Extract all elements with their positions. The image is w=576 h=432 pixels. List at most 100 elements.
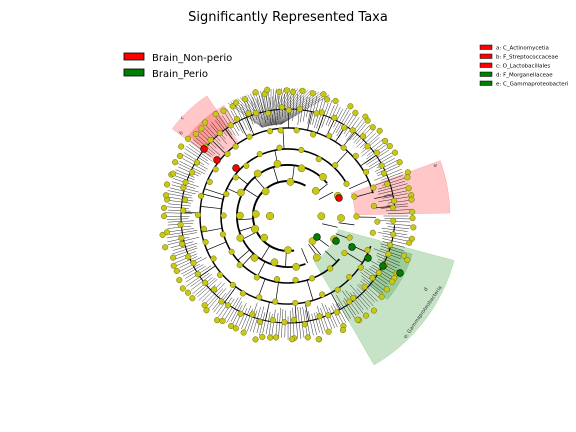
spoke-54 bbox=[360, 154, 377, 167]
node-neutral bbox=[163, 181, 171, 188]
node-neutral bbox=[378, 162, 385, 169]
node-neutral bbox=[250, 254, 259, 262]
node-neutral bbox=[267, 334, 274, 341]
node-neutral bbox=[202, 279, 209, 286]
node-neutral bbox=[326, 132, 333, 139]
node-neutral bbox=[229, 281, 236, 288]
node-neutral bbox=[409, 208, 416, 215]
node-neutral bbox=[378, 293, 385, 300]
node-neutral bbox=[334, 286, 341, 293]
spoke-37 bbox=[211, 140, 226, 155]
node-neutral bbox=[180, 207, 187, 214]
node-neutral bbox=[249, 311, 256, 318]
node-neutral bbox=[184, 135, 192, 142]
taxa-key: a: C_Actinomycetia b: F_Streptococcaceae… bbox=[479, 44, 569, 88]
spoke-42 bbox=[273, 167, 279, 183]
spoke-20 bbox=[261, 245, 270, 260]
node-neutral bbox=[396, 159, 403, 166]
node-perio-2 bbox=[348, 243, 356, 251]
leaf-branch-143 bbox=[186, 146, 209, 162]
fan-branch-30 bbox=[276, 89, 306, 125]
spoke-38 bbox=[254, 177, 266, 190]
leaf-branch-112 bbox=[167, 237, 190, 243]
node-neutral bbox=[364, 117, 371, 124]
node-neutral bbox=[220, 212, 227, 219]
node-neutral bbox=[340, 144, 347, 151]
leaf-branch-58 bbox=[292, 307, 295, 339]
legend-label-non-perio: Brain_Non-perio bbox=[152, 53, 232, 64]
node-neutral bbox=[405, 185, 412, 192]
node-neutral bbox=[233, 99, 240, 106]
clade-label-3: d bbox=[423, 287, 430, 293]
node-neutral bbox=[160, 213, 168, 220]
node-neutral bbox=[299, 87, 306, 94]
leaf-branch-111 bbox=[167, 237, 200, 245]
node-neutral bbox=[317, 212, 326, 221]
node-neutral bbox=[286, 178, 295, 186]
leaf-branch-10 bbox=[382, 241, 405, 248]
leaf-branch-232 bbox=[384, 190, 408, 196]
node-neutral bbox=[245, 110, 252, 117]
node-neutral bbox=[290, 88, 297, 96]
leaf-branch-144 bbox=[188, 144, 213, 162]
node-neutral bbox=[232, 174, 239, 181]
fan-branch-22 bbox=[272, 87, 285, 126]
leaf-branch-83 bbox=[218, 297, 233, 318]
leaf-branch-149 bbox=[197, 130, 217, 149]
leaf-branch-38 bbox=[342, 300, 355, 319]
leaf-branch-31 bbox=[356, 288, 374, 307]
node-neutral bbox=[327, 265, 334, 272]
node-neutral bbox=[332, 97, 339, 104]
key-swatch-d bbox=[479, 71, 493, 77]
node-neutral bbox=[341, 124, 348, 131]
leaf-branch-121 bbox=[164, 212, 193, 214]
leaf-branch-127 bbox=[167, 193, 193, 199]
leaf-branch-187 bbox=[306, 97, 311, 118]
node-neutral bbox=[252, 109, 260, 117]
node-neutral bbox=[408, 196, 415, 203]
node-neutral bbox=[383, 286, 390, 293]
node-perio-0 bbox=[313, 233, 321, 241]
fan-branch-10 bbox=[252, 92, 268, 127]
leaf-branch-138 bbox=[179, 160, 205, 175]
leaf-branch-55 bbox=[299, 307, 305, 338]
node-neutral bbox=[308, 275, 315, 282]
node-neutral bbox=[207, 136, 214, 144]
node-neutral bbox=[224, 302, 232, 309]
leaf-branch-79 bbox=[230, 301, 243, 322]
leaf-branch-40 bbox=[338, 302, 349, 321]
leaf-branch-107 bbox=[174, 247, 198, 257]
node-neutral bbox=[291, 316, 298, 323]
leaf-branch-198 bbox=[333, 108, 344, 128]
node-neutral bbox=[363, 168, 370, 176]
node-neutral bbox=[288, 336, 296, 343]
leaf-branch-238 bbox=[385, 209, 412, 212]
node-neutral bbox=[182, 196, 189, 204]
key-label-c: c: O_Lactobacillales bbox=[496, 64, 550, 70]
node-neutral bbox=[227, 122, 234, 129]
node-neutral bbox=[246, 133, 253, 140]
leaf-branch-199 bbox=[332, 107, 348, 135]
chart-title: Significantly Represented Taxa bbox=[188, 10, 388, 25]
key-swatch-e bbox=[479, 80, 493, 86]
spoke-31 bbox=[200, 206, 222, 210]
leaf-branch-9 bbox=[382, 238, 407, 245]
spoke-1 bbox=[338, 222, 355, 226]
node-neutral bbox=[170, 254, 177, 261]
node-neutral bbox=[272, 334, 280, 341]
leaf-branch-87 bbox=[207, 288, 227, 311]
node-neutral bbox=[194, 271, 201, 278]
fan-branch-5 bbox=[239, 97, 266, 128]
node-neutral bbox=[236, 261, 243, 269]
key-label-e: e: C_Gammaproteobacteri bbox=[496, 82, 569, 88]
node-neutral bbox=[192, 130, 199, 138]
leaf-branch-118 bbox=[168, 220, 195, 223]
leaf-branch-163 bbox=[235, 104, 248, 131]
leaf-branch-124 bbox=[168, 203, 191, 207]
node-neutral bbox=[293, 127, 300, 134]
spoke-47 bbox=[307, 111, 313, 131]
node-neutral bbox=[237, 188, 245, 197]
node-neutral bbox=[353, 213, 360, 220]
node-neutral bbox=[256, 294, 263, 301]
node-neutral bbox=[382, 137, 389, 144]
